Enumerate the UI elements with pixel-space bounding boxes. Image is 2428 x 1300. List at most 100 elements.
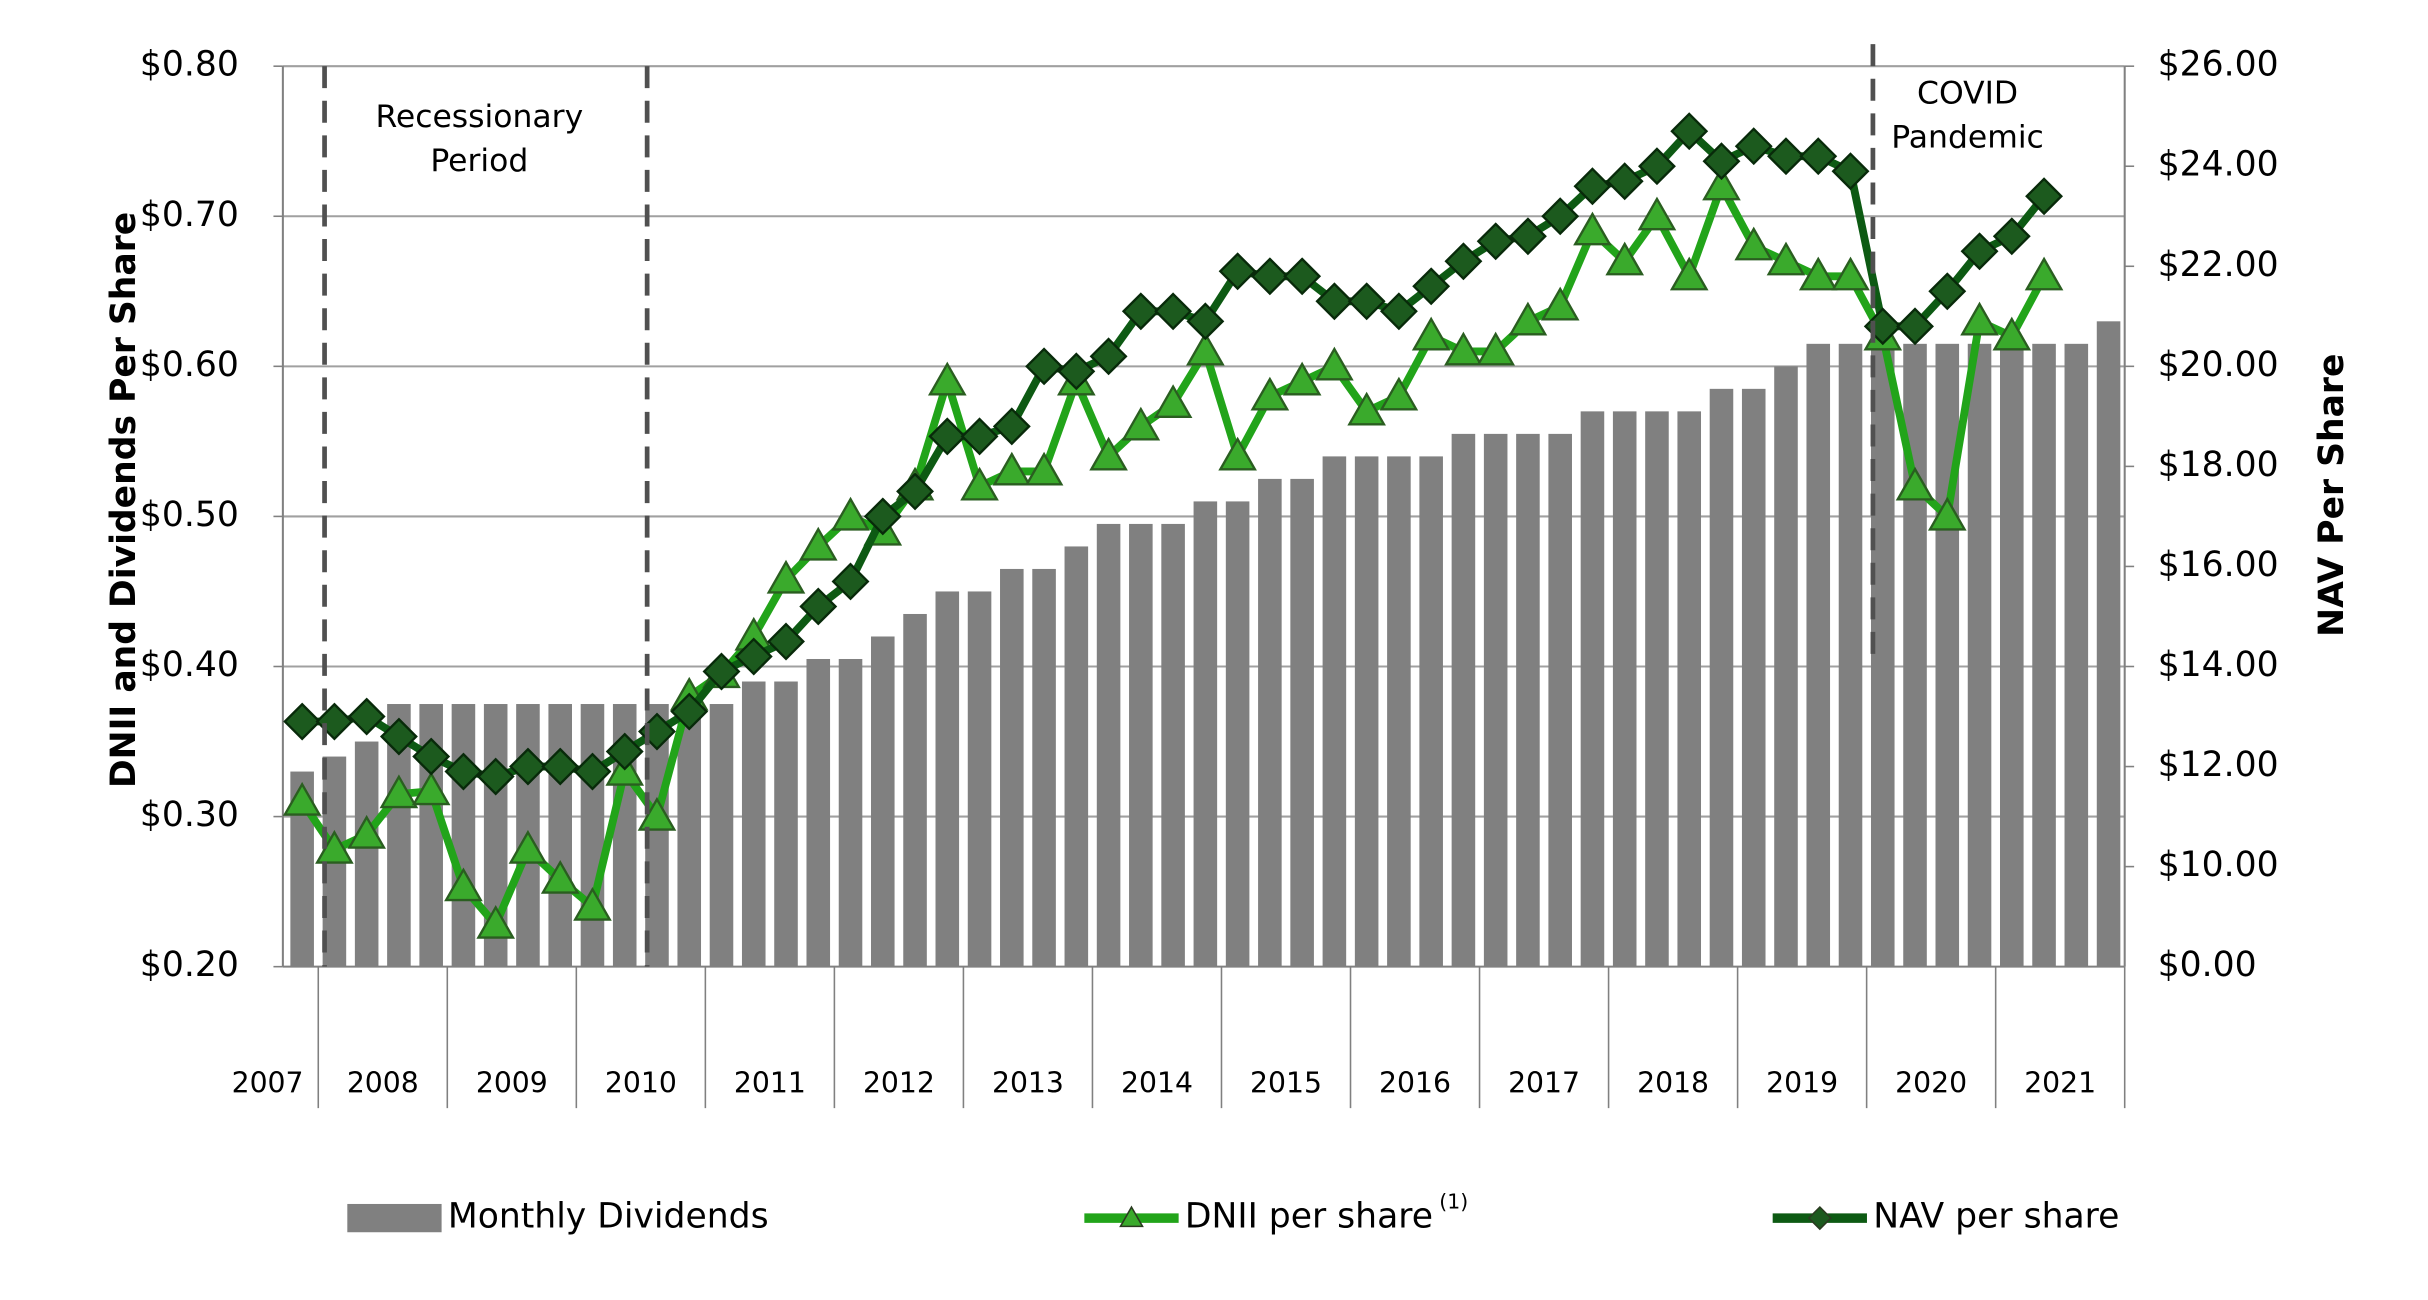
legend-label: DNII per share [1185,1197,1433,1237]
marker [960,417,999,456]
marker [927,361,967,396]
bar [1258,478,1282,967]
y2-tick-label: $24.00 [2158,145,2279,185]
marker [1121,406,1161,441]
marker [734,637,773,676]
legend-marker [1119,1205,1144,1228]
marker [1637,196,1677,231]
x-tick-label: 2020 [1895,1067,1967,1100]
marker [1799,137,1838,176]
bar [1419,456,1443,967]
y-tick-label: $0.50 [140,495,239,535]
bar [1774,366,1798,967]
marker [1605,241,1645,276]
annotation: Period [430,143,528,179]
x-tick-label: 2010 [605,1067,677,1100]
y2-tick-label: $16.00 [2158,545,2279,585]
bar [1516,433,1540,967]
marker [379,774,419,809]
y2-tick-label: $12.00 [2158,745,2279,785]
bar [1806,343,1831,967]
x-tick-label: 2019 [1766,1067,1838,1100]
annotation: COVID [1917,75,2018,111]
marker [347,814,386,849]
legend-marker [1807,1205,1832,1231]
marker [476,904,516,939]
marker [508,747,547,786]
marker [476,757,515,796]
marker [1638,147,1676,186]
marker [540,859,580,894]
bar [1161,523,1185,967]
bar [2096,321,2121,967]
marker [960,466,999,501]
marker [1767,137,1805,176]
marker [508,829,548,864]
marker [1379,376,1419,411]
bar [870,636,895,967]
bar [2064,343,2089,967]
bar [1612,411,1637,967]
y-tick-label: $0.60 [140,345,239,385]
marker [379,717,418,756]
marker [1121,292,1160,331]
x-tick-label: 2012 [863,1067,935,1100]
marker [1025,347,1064,386]
bar [935,591,960,967]
y2-break-label: $0.00 [2158,945,2257,985]
bar [1838,343,1863,967]
bar [1677,411,1702,967]
bar [806,658,831,967]
bar [1870,343,1895,967]
marker [637,796,677,831]
legend-label: NAV per share [1873,1197,2119,1237]
marker [444,867,483,902]
marker [1315,282,1354,321]
bar [354,741,379,967]
bar [1709,388,1734,967]
marker [1798,256,1838,291]
marker [444,752,483,791]
y2-tick-label: $14.00 [2158,645,2279,685]
legend-swatch [347,1203,442,1233]
bar [1064,546,1089,967]
bar [1548,433,1572,967]
marker [1928,272,1967,311]
marker [831,496,870,531]
bar [2032,343,2056,967]
bar [967,591,992,967]
marker [412,737,451,776]
marker [1411,316,1451,351]
y-tick-label: $0.70 [140,195,239,235]
x-tick-label: 2018 [1637,1067,1709,1100]
marker [1541,197,1580,236]
bar [1935,343,1960,967]
bar [1193,501,1218,967]
marker [1250,376,1290,411]
y-tick-label: $0.30 [140,795,239,835]
y2-tick-label: $18.00 [2158,445,2279,485]
marker [1895,466,1935,501]
marker [1927,496,1967,531]
x-tick-label: 2015 [1250,1067,1322,1100]
marker [1573,211,1612,246]
y-axis-title: DNII and Dividends Per Share [104,212,144,788]
x-tick-label: 2021 [2024,1067,2096,1100]
marker [1734,127,1773,166]
marker [1670,112,1709,151]
marker [702,652,741,691]
marker [1508,301,1548,336]
y-tick-label: $0.80 [140,45,239,85]
marker [1412,267,1451,306]
bar [1290,478,1314,967]
marker [1186,302,1225,341]
marker [928,417,967,456]
bar [1483,433,1508,967]
bar [1354,456,1379,967]
marker [283,702,322,741]
marker [2024,256,2064,291]
marker [1444,331,1483,366]
marker [1896,307,1934,346]
x-tick-label: 2009 [476,1067,548,1100]
marker [1831,256,1870,291]
